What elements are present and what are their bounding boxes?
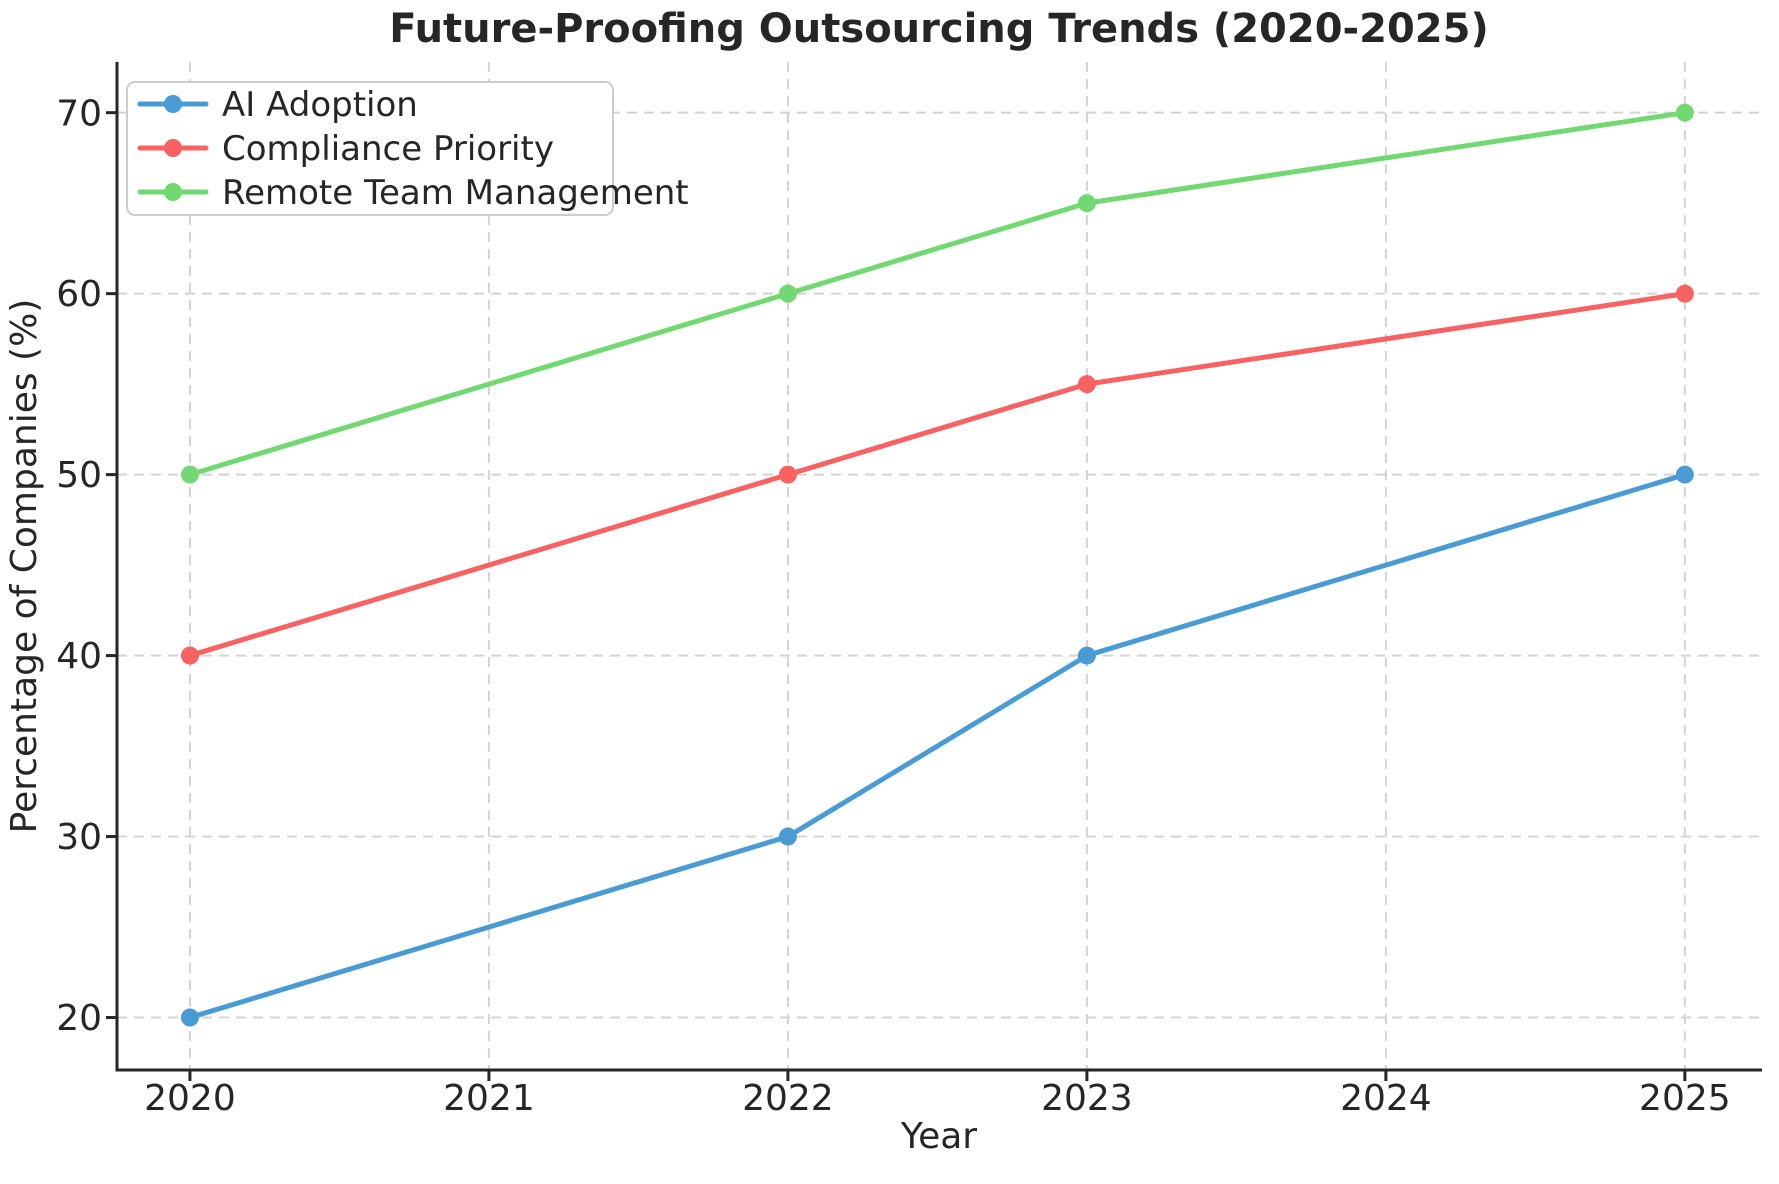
series-line — [187, 291, 1688, 659]
data-point-marker — [180, 465, 199, 484]
y-tick-label: 40 — [56, 636, 102, 677]
data-point-marker — [1675, 465, 1694, 484]
x-tick-label: 2021 — [443, 1078, 535, 1119]
series-lines — [180, 103, 1694, 1027]
data-point-marker — [778, 465, 797, 484]
x-tick-label: 2023 — [1041, 1078, 1133, 1119]
x-axis-label: Year — [900, 1116, 977, 1157]
x-tick-label: 2020 — [144, 1078, 236, 1119]
legend-swatch-marker — [164, 139, 182, 157]
x-tick-label: 2024 — [1340, 1078, 1432, 1119]
axes: 2020 2021 2022 2023 2024 2025 20 30 40 50 60 70 — [56, 62, 1762, 1119]
series-line — [187, 472, 1688, 1021]
legend-entry-label: Compliance Priority — [222, 129, 554, 169]
x-tick-label: 2022 — [742, 1078, 834, 1119]
data-point-marker — [1077, 375, 1096, 394]
y-tick-label: 70 — [56, 93, 102, 134]
x-tick-label: 2025 — [1639, 1078, 1731, 1119]
data-point-marker — [180, 646, 199, 665]
data-point-marker — [180, 1008, 199, 1027]
y-tick-label: 50 — [56, 455, 102, 496]
data-point-marker — [778, 284, 797, 303]
legend-swatch-marker — [164, 183, 182, 201]
legend-entry-label: Remote Team Management — [222, 173, 689, 213]
data-point-marker — [1077, 194, 1096, 213]
legend-swatch-marker — [164, 95, 182, 113]
data-point-marker — [1077, 646, 1096, 665]
data-point-marker — [1675, 284, 1694, 303]
y-tick-label: 30 — [56, 817, 102, 858]
y-axis-label: Percentage of Companies (%) — [4, 299, 45, 834]
legend-entry-label: AI Adoption — [222, 85, 418, 125]
data-point-marker — [778, 827, 797, 846]
legend-box — [126, 81, 614, 216]
data-point-marker — [1675, 103, 1694, 122]
series-line — [187, 110, 1688, 478]
y-tick-label: 60 — [56, 274, 102, 315]
chart-title: Future-Proofing Outsourcing Trends (2020… — [389, 6, 1489, 52]
y-tick-label: 20 — [56, 998, 102, 1039]
